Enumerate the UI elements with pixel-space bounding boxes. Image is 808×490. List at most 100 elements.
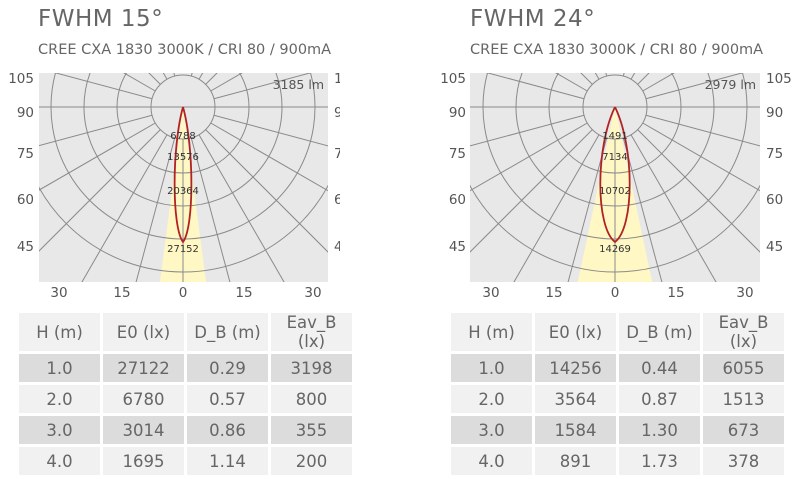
table-cell: 1.0: [451, 354, 532, 382]
radial-tick-left: 90: [449, 105, 466, 121]
angle-tick: 30: [50, 285, 67, 301]
radial-tick-right: 105: [334, 71, 340, 87]
table-cell: 355: [271, 416, 352, 444]
grid-radial: [39, 129, 161, 252]
results-table-right: H (m) E0 (lx) D_B (m) Eav_B (lx) 1.0 14256 0.4…: [448, 310, 787, 478]
table-row: 3.0 1584 1.30 673: [451, 416, 784, 444]
grid-radial: [555, 73, 588, 92]
intensity-label: 1491: [602, 131, 627, 142]
angle-tick: 15: [235, 285, 252, 301]
table-cell: 0.87: [619, 385, 700, 413]
table-row: 1.0 27122 0.29 3198: [19, 354, 352, 382]
radial-tick-left: 60: [449, 192, 466, 208]
table-row: 3.0 3014 0.86 355: [19, 416, 352, 444]
table-header-row: H (m) E0 (lx) D_B (m) Eav_B (lx): [19, 313, 352, 351]
radial-tick-left: 105: [8, 71, 34, 87]
lumens-label: 2979 lm: [705, 77, 756, 92]
panel-right: FWHM 24° CREE CXA 1830 3000K / CRI 80 / …: [470, 0, 808, 490]
table-header: E0 (lx): [103, 313, 184, 351]
grid-radial: [54, 73, 153, 100]
table-header-row: H (m) E0 (lx) D_B (m) Eav_B (lx): [451, 313, 784, 351]
table-row: 2.0 3564 0.87 1513: [451, 385, 784, 413]
results-table-left: H (m) E0 (lx) D_B (m) Eav_B (lx) 1.0 27122 0.2…: [16, 310, 355, 478]
table-header: Eav_B (lx): [703, 313, 784, 351]
grid-radial: [213, 73, 312, 100]
intensity-label: 7134: [602, 152, 627, 163]
panel-left: FWHM 15° CREE CXA 1830 3000K / CRI 80 / …: [38, 0, 398, 490]
table-cell: 1.14: [187, 447, 268, 475]
lumens-label: 3185 lm: [273, 77, 324, 92]
radial-tick-left: 75: [449, 146, 466, 162]
radial-tick-left: 90: [17, 105, 34, 121]
intensity-label: 10702: [599, 186, 631, 197]
radial-tick-right: 60: [766, 192, 783, 208]
table-cell: 6780: [103, 385, 184, 413]
table-cell: 2.0: [19, 385, 100, 413]
table-cell: 673: [703, 416, 784, 444]
table-cell: 1.30: [619, 416, 700, 444]
table-header: H (m): [451, 313, 532, 351]
table-cell: 1.0: [19, 354, 100, 382]
grid-radial: [198, 134, 285, 282]
radial-tick-right: 45: [766, 239, 783, 255]
grid-radial: [630, 134, 717, 282]
table-cell: 4.0: [19, 447, 100, 475]
grid-radial: [135, 137, 176, 282]
intensity-curve: [173, 106, 193, 244]
intensity-curve: [599, 106, 631, 244]
radial-tick-right: 90: [766, 105, 783, 121]
radial-tick-left: 60: [17, 192, 34, 208]
grid-radial: [513, 134, 600, 282]
table-row: 1.0 14256 0.44 6055: [451, 354, 784, 382]
grid-radial: [39, 114, 153, 147]
grid-radial: [210, 73, 243, 92]
table-cell: 1513: [703, 385, 784, 413]
radial-tick-left: 105: [440, 71, 466, 87]
grid-radial: [642, 73, 675, 92]
table-header: D_B (m): [187, 313, 268, 351]
grid-radial: [642, 122, 760, 192]
table-cell: 6055: [703, 354, 784, 382]
grid-radial: [210, 122, 328, 192]
polar-chart-right: 1491 7134 10702 14269 2979 lm 105 105 90 90 75 75 6…: [440, 71, 792, 301]
grid-radial: [637, 129, 760, 253]
table-cell: 3014: [103, 416, 184, 444]
table-cell: 1.73: [619, 447, 700, 475]
chart-title: FWHM 24°: [470, 6, 596, 32]
grid-radial: [470, 122, 588, 192]
table-cell: 2.0: [451, 385, 532, 413]
radial-tick-right: 105: [766, 71, 792, 87]
angle-tick: 30: [482, 285, 499, 301]
table-header: Eav_B (lx): [271, 313, 352, 351]
grid-radial: [81, 134, 168, 282]
table-cell: 14256: [535, 354, 616, 382]
table-cell: 1584: [535, 416, 616, 444]
angle-tick: 30: [736, 285, 753, 301]
table-cell: 3198: [271, 354, 352, 382]
table-header: H (m): [19, 313, 100, 351]
grid-radial: [213, 114, 328, 147]
angle-tick: 15: [667, 285, 684, 301]
intensity-label: 20364: [167, 186, 199, 197]
grid-radial: [205, 129, 328, 253]
table-cell: 3.0: [19, 416, 100, 444]
table-cell: 27122: [103, 354, 184, 382]
table-cell: 4.0: [451, 447, 532, 475]
table-cell: 200: [271, 447, 352, 475]
angle-tick: 0: [179, 285, 188, 301]
chart-title: FWHM 15°: [38, 6, 164, 32]
radial-tick-left: 75: [17, 146, 34, 162]
chart-subtitle: CREE CXA 1830 3000K / CRI 80 / 900mA: [470, 42, 764, 58]
angle-tick: 15: [545, 285, 562, 301]
table-cell: 3.0: [451, 416, 532, 444]
radial-tick-left: 45: [17, 239, 34, 255]
polar-grid: [470, 73, 760, 282]
angle-tick: 0: [611, 285, 620, 301]
table-cell: 0.29: [187, 354, 268, 382]
table-header: D_B (m): [619, 313, 700, 351]
radial-tick-right: 90: [334, 105, 340, 121]
grid-radial: [645, 114, 760, 147]
intensity-label: 13576: [167, 152, 199, 163]
angle-tick: 30: [304, 285, 321, 301]
grid-radial: [486, 73, 585, 100]
